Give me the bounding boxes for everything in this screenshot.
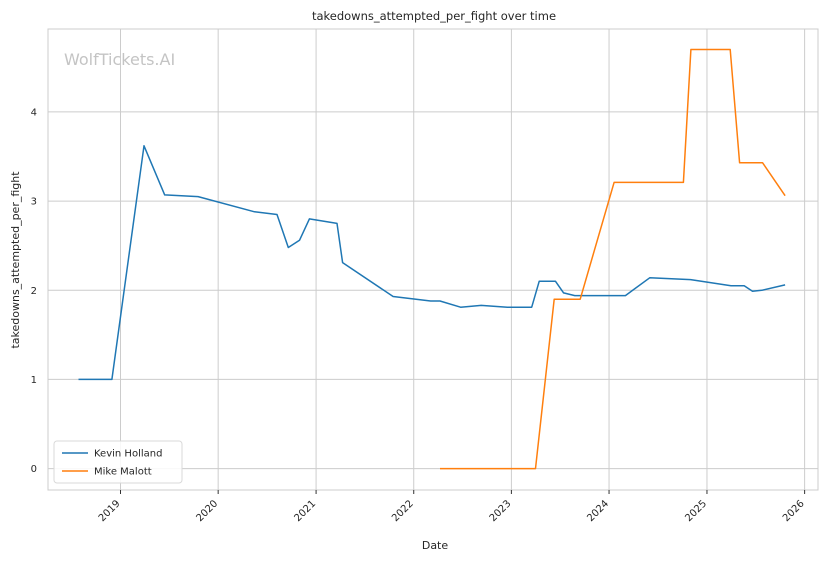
x-axis-label: Date <box>422 539 449 552</box>
legend-box <box>53 440 183 484</box>
series-line-mike-malott <box>440 48 786 470</box>
y-tick-label: 2 <box>31 286 37 297</box>
y-tick-label: 3 <box>31 197 37 208</box>
y-axis-label: takedowns_attempted_per_fight <box>9 171 22 349</box>
y-tick-label: 4 <box>31 107 37 118</box>
x-axis-ticks: 2019 2020 2021 2022 2023 2024 2025 2026 <box>97 490 807 524</box>
x-tick-label: 2020 <box>195 498 221 524</box>
legend: Kevin Holland Mike Malott <box>53 440 183 484</box>
x-tick-label: 2021 <box>292 498 318 524</box>
watermark: WolfTickets.AI <box>64 50 175 69</box>
x-tick-label: 2026 <box>781 498 807 524</box>
x-tick-label: 2023 <box>488 498 514 524</box>
chart-title: takedowns_attempted_per_fight over time <box>312 9 556 23</box>
x-tick-label: 2025 <box>683 498 709 524</box>
series-line-kevin-holland <box>78 145 786 381</box>
x-tick-label: 2019 <box>97 498 123 524</box>
x-tick-label: 2022 <box>390 498 416 524</box>
legend-label-mike-malott: Mike Malott <box>94 467 152 478</box>
x-tick-label: 2024 <box>585 498 611 524</box>
plot-frame <box>47 28 819 491</box>
legend-label-kevin-holland: Kevin Holland <box>94 449 162 460</box>
y-tick-label: 0 <box>31 464 37 475</box>
y-tick-label: 1 <box>31 375 37 386</box>
grid-lines <box>48 29 818 490</box>
y-axis-ticks: 0 1 2 3 4 <box>31 107 37 475</box>
series-layer <box>78 48 786 470</box>
